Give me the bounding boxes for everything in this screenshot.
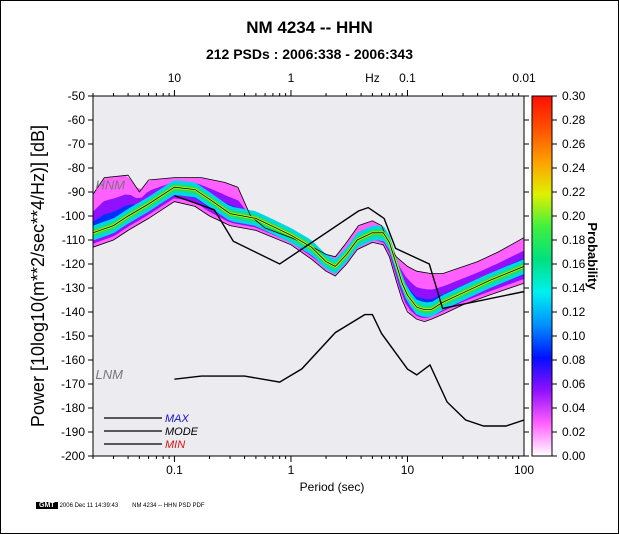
pdf-band-core [93,184,524,314]
pdf-band [93,175,524,321]
min-curve [93,201,524,323]
colorbar-tick-label: 0.12 [562,305,586,319]
colorbar-tick-label: 0.22 [562,185,586,199]
hnm-curve [174,194,524,310]
x-tick-label: 10 [401,463,415,477]
colorbar-tick-label: 0.28 [562,113,586,127]
x-tick-label: 100 [514,463,534,477]
y-tick-label: -140 [61,305,85,319]
y-tick-label: -70 [68,137,86,151]
top-tick-label: 1 [288,71,295,85]
y-tick-label: -90 [68,185,86,199]
colorbar-tick-label: 0.24 [562,161,586,175]
y-tick-label: -50 [68,89,86,103]
chart-title: NM 4234 -- HHN [246,18,373,37]
curves: HNM LNM [93,174,524,427]
y-tick-label: -200 [61,449,85,463]
colorbar-tick-label: 0.26 [562,137,586,151]
y-tick-label: -120 [61,257,85,271]
lnm-curve [174,313,524,427]
top-axis-label: Hz [365,71,380,85]
y-tick-label: -130 [61,281,85,295]
axes: -200 -190 -180 -170 -160 -150 -140 -130 -120 -110… [61,71,536,477]
y-tick-label: -170 [61,377,85,391]
colorbar-tick-label: 0.06 [562,377,586,391]
x-tick-label: 0.1 [166,463,183,477]
colorbar-tick-label: 0.08 [562,353,586,367]
gmt-logo: GMT [36,502,58,509]
top-tick-label: 10 [168,71,182,85]
top-tick-label: 0.01 [512,71,536,85]
colorbar-tick-label: 0.02 [562,425,586,439]
colorbar-scale [531,95,553,457]
max-curve [93,174,524,275]
chart-subtitle: 212 PSDs : 2006:338 - 2006:343 [205,46,414,62]
plot-border [92,95,525,457]
y-tick-label: -100 [61,209,85,223]
colorbar-tick-label: 0.00 [562,449,586,463]
y-tick-label: -150 [61,329,85,343]
colorbar-tick-label: 0.18 [562,233,586,247]
colorbar: 0.00 0.02 0.04 0.06 0.08 0.10 0.12 0.14 0.16 0.18… [531,89,586,463]
x-axis-label: Period (sec) [300,480,365,494]
footer: GMT 2006 Dec 11 14:39:43 NM 4234 -- HHN PS… [36,502,205,509]
mode-curve [93,186,524,311]
x-tick-label: 1 [288,463,295,477]
y-tick-label: -110 [62,233,85,247]
colorbar-tick-label: 0.16 [562,257,586,271]
lnm-label: LNM [95,367,123,382]
y-tick-label: -180 [61,401,85,415]
legend-label-max: MAX [165,413,190,425]
y-axis-label: Power [10log10(m**2/sec**4/Hz)] [dB] [28,125,48,427]
hnm-label: HNM [95,178,125,193]
footer-timestamp: 2006 Dec 11 14:39:43 [59,503,119,509]
top-tick-label: 0.1 [399,71,416,85]
y-tick-label: -160 [61,353,85,367]
colorbar-tick-label: 0.04 [562,401,586,415]
colorbar-label: Probability [585,222,600,290]
colorbar-tick-label: 0.10 [562,329,586,343]
y-tick-label: -80 [68,161,86,175]
legend-label-mode: MODE [165,426,199,438]
colorbar-tick-label: 0.30 [562,89,586,103]
colorbar-tick-label: 0.14 [562,281,586,295]
y-tick-label: -60 [68,113,86,127]
y-tick-label: -190 [61,425,85,439]
legend-label-min: MIN [165,439,185,451]
footer-caption: NM 4234 -- HHN PSD PDF [132,503,205,509]
colorbar-tick-label: 0.20 [562,209,586,223]
